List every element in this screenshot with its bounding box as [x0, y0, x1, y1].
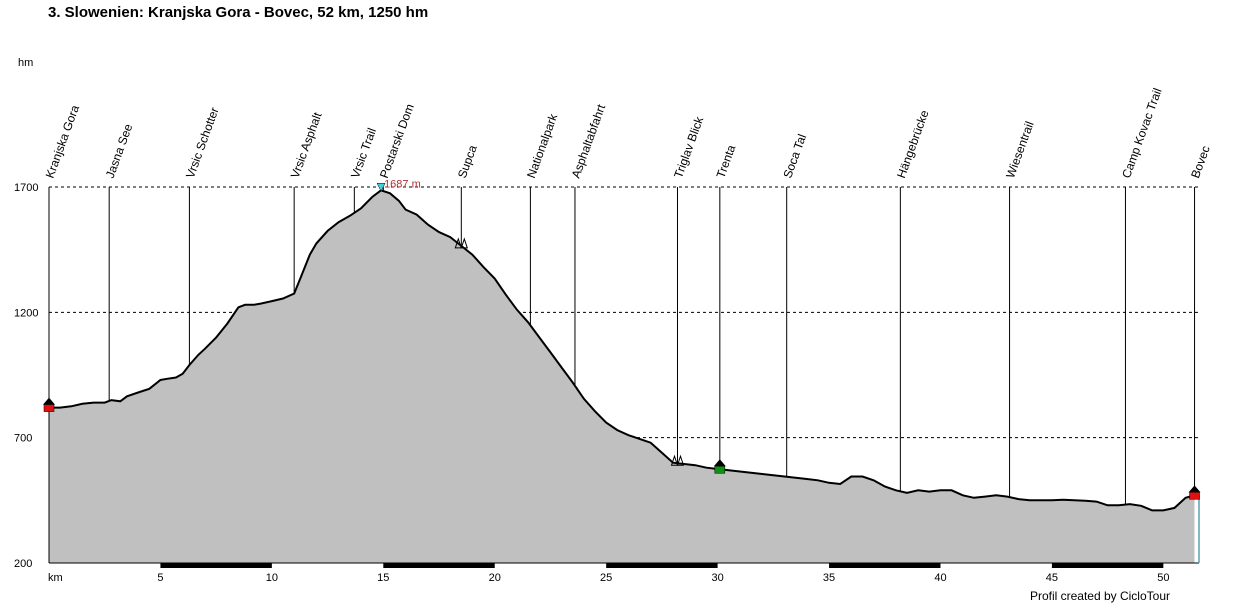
start-house-icon — [43, 397, 55, 412]
waypoint-label: Jasna See — [103, 122, 136, 180]
y-axis-label: hm — [18, 57, 33, 69]
markers: 1687 m — [43, 178, 1201, 500]
waypoint-label: Wiesentrail — [1003, 119, 1036, 180]
waypoint-label: Nationalpark — [524, 111, 561, 180]
triglav-hut-icon — [670, 454, 685, 466]
waypoint-label: Trenta — [713, 143, 738, 180]
waypoint-label: Triglav Blick — [671, 114, 706, 180]
waypoint-label: Camp Kovac Trail — [1119, 86, 1165, 180]
km-scale-segment — [606, 563, 718, 568]
supca-hut-icon-tent — [460, 237, 468, 249]
waypoint-label: Asphaltabfahrt — [569, 102, 609, 180]
x-axis-label: km — [48, 572, 63, 584]
waypoint-label: Supca — [455, 143, 480, 180]
waypoint-label: Hängebrücke — [894, 108, 932, 180]
finish-house-icon-roof — [1188, 485, 1201, 493]
x-tick-label: 5 — [157, 572, 163, 584]
waypoint-label: Vrsic Schotter — [183, 105, 222, 180]
triglav-hut-icon-tent — [676, 454, 685, 466]
x-tick-label: 10 — [266, 572, 278, 584]
chart-title: 3. Slowenien: Kranjska Gora - Bovec, 52 … — [48, 4, 429, 21]
km-scale-segment — [829, 563, 941, 568]
supca-hut-icon — [454, 237, 468, 249]
x-tick-label: 25 — [600, 572, 612, 584]
elevation-area — [49, 190, 1195, 564]
km-scale-segment — [160, 563, 272, 568]
credit-text: Profil created by CicloTour — [1029, 589, 1170, 603]
y-tick-label: 700 — [14, 433, 32, 445]
waypoint-label: Postarski Dom — [377, 102, 417, 180]
y-tick-label: 1200 — [14, 307, 38, 319]
supca-hut-icon-tent — [454, 237, 462, 249]
summit-label: 1687 m — [384, 178, 421, 190]
km-scale-segment — [383, 563, 495, 568]
finish-house-icon-body — [1189, 492, 1200, 500]
x-tick-label: 45 — [1046, 572, 1058, 584]
finish-house-icon — [1188, 485, 1201, 500]
x-tick-labels: 5 10 15 20 25 30 35 40 45 50 — [157, 572, 1169, 584]
start-house-icon-roof — [43, 397, 55, 405]
waypoint-labels: Kranjska Gora Jasna See Vrsic Schotter Vrsi… — [43, 86, 1213, 180]
triglav-hut-icon-tent — [670, 454, 679, 466]
y-tick-label: 1700 — [14, 182, 38, 194]
x-tick-label: 15 — [377, 572, 389, 584]
start-house-icon-body — [43, 404, 55, 412]
y-tick-labels: 200 700 1200 1700 — [14, 182, 38, 570]
waypoint-label: Bovec — [1188, 144, 1213, 180]
waypoint-lines — [48, 187, 1196, 505]
x-tick-label: 40 — [934, 572, 946, 584]
village-house-icon-body — [714, 466, 726, 474]
elevation-line — [49, 189, 1195, 512]
waypoint-label: Kranjska Gora — [43, 103, 82, 180]
waypoint-label: Vrsic Asphalt — [288, 110, 325, 180]
village-house-icon-roof — [713, 459, 726, 467]
village-house-icon — [713, 459, 726, 474]
x-tick-label: 35 — [823, 572, 835, 584]
waypoint-label: Vrsic Trail — [348, 126, 379, 180]
x-tick-label: 20 — [489, 572, 501, 584]
summit-marker-icon — [376, 183, 386, 192]
km-scale-segment — [1051, 563, 1164, 568]
x-tick-label: 50 — [1157, 572, 1169, 584]
axes — [48, 187, 1200, 568]
y-tick-label: 200 — [14, 558, 32, 570]
waypoint-label: Soca Tal — [780, 132, 809, 180]
x-tick-label: 30 — [711, 572, 723, 584]
